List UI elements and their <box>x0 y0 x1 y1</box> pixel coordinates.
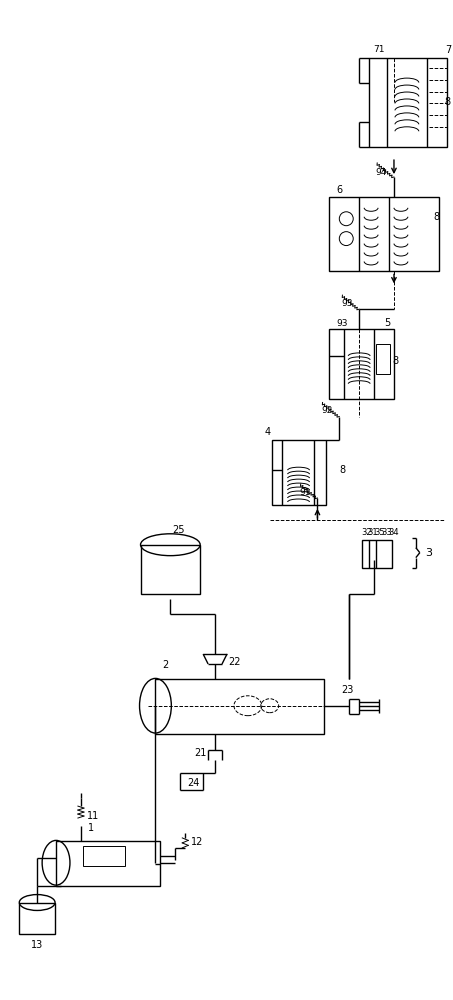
Text: 4: 4 <box>265 427 271 437</box>
Text: 32: 32 <box>361 528 371 537</box>
Text: 7: 7 <box>445 45 452 55</box>
Bar <box>83 846 125 866</box>
Text: 92: 92 <box>322 406 333 415</box>
Bar <box>362 540 392 568</box>
Text: 13: 13 <box>31 940 43 950</box>
Text: 71: 71 <box>373 45 385 54</box>
Text: 12: 12 <box>191 837 203 847</box>
Bar <box>329 197 439 271</box>
Text: 94: 94 <box>376 168 387 177</box>
Bar <box>140 545 200 594</box>
Text: 5: 5 <box>384 318 390 328</box>
Bar <box>369 58 447 147</box>
Text: 22: 22 <box>229 657 241 667</box>
Text: 25: 25 <box>172 525 184 535</box>
Text: 21: 21 <box>194 748 207 758</box>
Bar <box>272 440 326 505</box>
Text: 1: 1 <box>88 823 94 833</box>
Text: 3: 3 <box>425 548 432 558</box>
Text: 33: 33 <box>381 528 392 537</box>
Text: 93: 93 <box>342 299 353 308</box>
Bar <box>19 903 55 934</box>
Text: 8: 8 <box>434 212 440 222</box>
Text: 8: 8 <box>339 465 345 475</box>
Text: 11: 11 <box>87 811 99 821</box>
Bar <box>376 344 390 374</box>
Text: 91: 91 <box>300 488 311 497</box>
Text: 23: 23 <box>341 685 353 695</box>
Text: 8: 8 <box>444 97 451 107</box>
Bar <box>56 841 160 886</box>
Text: 2: 2 <box>162 660 169 670</box>
Text: 31: 31 <box>368 528 378 537</box>
Bar <box>329 329 394 399</box>
Text: 6: 6 <box>336 185 342 195</box>
Text: 8: 8 <box>392 356 398 366</box>
Text: 93: 93 <box>337 319 348 328</box>
Text: 24: 24 <box>187 778 199 788</box>
Text: 34: 34 <box>389 528 399 537</box>
Bar <box>155 679 324 734</box>
Text: 35: 35 <box>375 528 386 537</box>
